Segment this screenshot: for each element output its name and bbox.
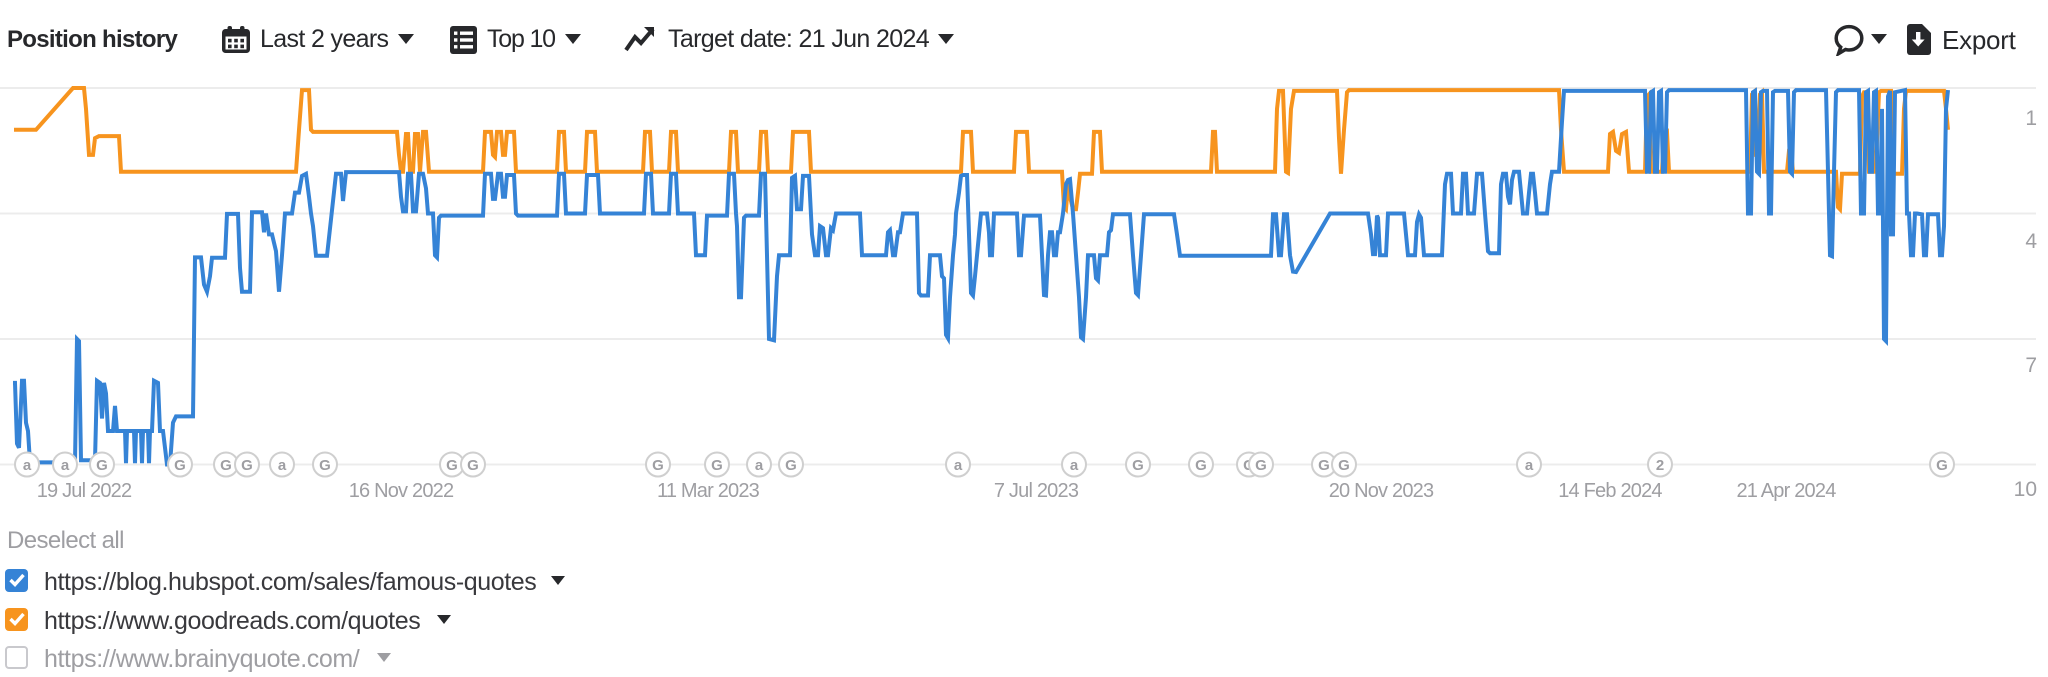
svg-text:a: a: [755, 457, 764, 474]
svg-text:G: G: [220, 457, 232, 474]
svg-text:10: 10: [2014, 478, 2037, 501]
svg-text:G: G: [711, 457, 723, 474]
svg-text:G: G: [1255, 457, 1267, 474]
svg-text:G: G: [1338, 457, 1350, 474]
svg-text:11 Mar 2023: 11 Mar 2023: [657, 480, 760, 502]
svg-text:G: G: [1936, 457, 1948, 474]
svg-text:2: 2: [1656, 457, 1664, 474]
svg-text:16 Nov 2022: 16 Nov 2022: [349, 480, 454, 502]
svg-text:G: G: [1318, 457, 1330, 474]
svg-text:1: 1: [2025, 107, 2037, 130]
svg-text:a: a: [23, 457, 32, 474]
svg-text:a: a: [1525, 457, 1534, 474]
svg-text:7: 7: [2025, 354, 2037, 377]
svg-text:21 Apr 2024: 21 Apr 2024: [1736, 480, 1836, 502]
svg-text:G: G: [96, 457, 108, 474]
svg-text:G: G: [1132, 457, 1144, 474]
svg-text:a: a: [1070, 457, 1079, 474]
svg-text:a: a: [954, 457, 963, 474]
svg-text:G: G: [467, 457, 479, 474]
svg-text:G: G: [241, 457, 253, 474]
svg-text:G: G: [1195, 457, 1207, 474]
svg-text:G: G: [785, 457, 797, 474]
svg-text:a: a: [278, 457, 287, 474]
svg-text:G: G: [319, 457, 331, 474]
svg-text:G: G: [174, 457, 186, 474]
svg-text:4: 4: [2025, 230, 2037, 253]
svg-text:G: G: [446, 457, 458, 474]
svg-text:a: a: [61, 457, 70, 474]
svg-text:14 Feb 2024: 14 Feb 2024: [1558, 480, 1662, 502]
svg-text:7 Jul 2023: 7 Jul 2023: [994, 480, 1079, 502]
svg-text:G: G: [652, 457, 664, 474]
svg-text:20 Nov 2023: 20 Nov 2023: [1329, 480, 1434, 502]
svg-text:19 Jul 2022: 19 Jul 2022: [37, 480, 132, 502]
